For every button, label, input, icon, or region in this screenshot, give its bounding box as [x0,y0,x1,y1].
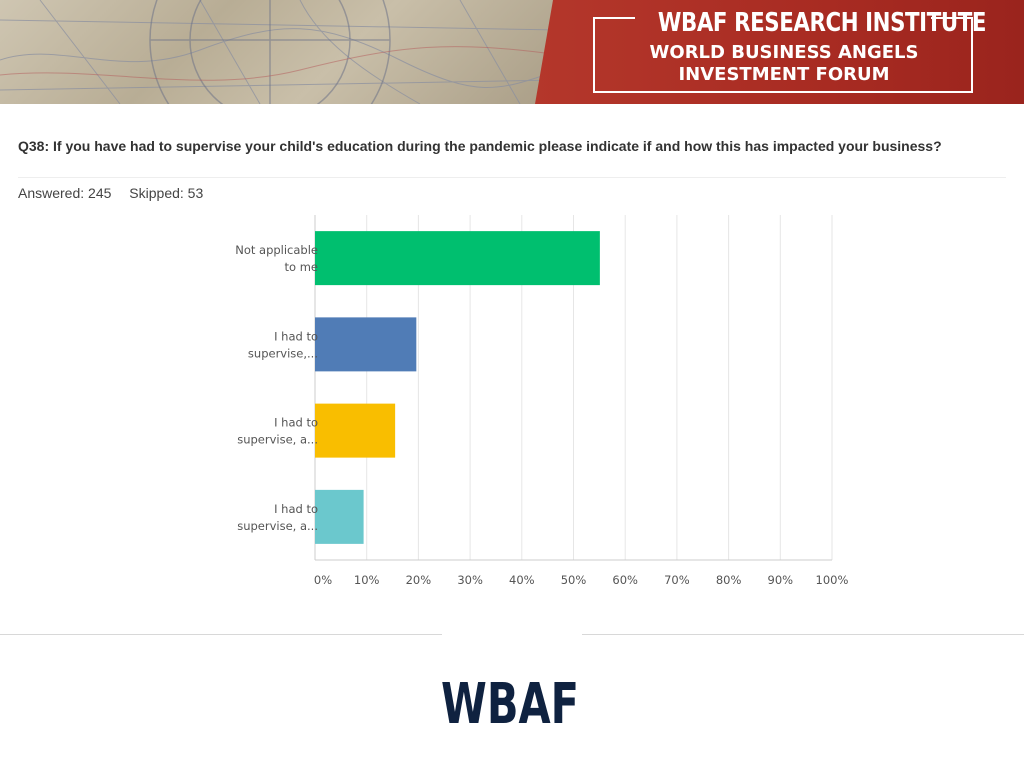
header-banner: WBAF RESEARCH INSTITUTE WORLD BUSINESS A… [0,0,1024,104]
x-tick-label: 10% [354,573,380,587]
x-tick-label: 50% [561,573,587,587]
bar-1 [315,231,600,286]
bar-chart: Not applicable to me I had to supervise,...… [235,215,849,587]
map-background-image [0,0,560,104]
x-tick-label: 20% [406,573,432,587]
skipped-count: Skipped: 53 [129,185,204,201]
category-label: I had to supervise,... [248,329,318,360]
footer-divider-left [0,634,442,635]
banner-subtitle-line2: INVESTMENT FORUM [678,64,890,85]
category-label: I had to supervise, a... [237,416,318,447]
x-tick-label: 80% [716,573,742,587]
answered-count: Answered: 245 [18,185,112,201]
banner-frame [593,17,973,93]
footer-divider-right [582,634,1024,635]
divider [18,177,1006,178]
wbaf-logo: WBAF [441,676,579,728]
banner-title: WBAF RESEARCH INSTITUTE [657,8,987,38]
category-label: I had to supervise, a... [237,502,318,533]
bar-3 [315,403,396,458]
response-stats: Answered: 245 Skipped: 53 [18,185,217,201]
x-tick-label: 0% [314,573,332,587]
wbaf-logo-text: WBAF [441,676,579,728]
x-tick-label: 60% [612,573,638,587]
banner-subtitle-line1: WORLD BUSINESS ANGELS [649,42,919,63]
x-tick-label: 90% [768,573,794,587]
bar-4 [315,489,364,544]
question-title: Q38: If you have had to supervise your c… [18,138,942,154]
bar-2 [315,317,417,372]
x-tick-label: 70% [664,573,690,587]
category-label: Not applicable to me [235,243,318,274]
x-tick-label: 40% [509,573,535,587]
banner-subtitle: WORLD BUSINESS ANGELS INVESTMENT FORUM [600,42,968,86]
x-tick-label: 100% [816,573,849,587]
x-tick-label: 30% [457,573,483,587]
